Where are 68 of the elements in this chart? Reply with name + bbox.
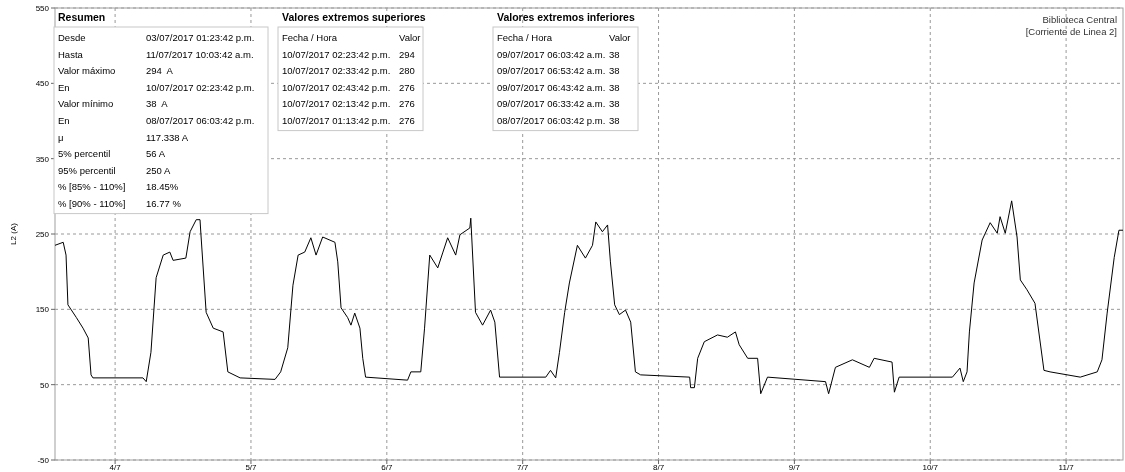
annotation: 294 A [146,65,174,77]
annotation: 276 [399,81,415,93]
y-tick-label: 450 [35,79,50,89]
annotation: Valor [609,32,631,43]
text: Biblioteca Central [1042,14,1117,25]
annotation: 18.45% [146,181,179,193]
annotation: 38 [609,81,620,93]
annotation: Valores extremos inferiores [497,11,635,23]
annotation: Resumen [58,11,106,23]
annotation: 09/07/2017 06:03:42 a.m. [497,48,606,60]
annotation: Hasta [58,48,84,60]
annotation: % [85% - 110%] [58,181,126,193]
line-series [54,200,1124,395]
annotation: 5% percentil [58,148,111,160]
x-tick-label: 5/7 [245,463,258,472]
y-tick-label: 350 [35,154,50,164]
x-tick-label: 8/7 [652,463,665,472]
annotation: 08/07/2017 06:03:42 p.m. [146,115,255,126]
annotation: 03/07/2017 01:23:42 p.m. [146,32,255,43]
text: [Corriente de Linea 2] [1025,26,1117,37]
annotation: 294 [399,48,415,60]
annotation: 38 [609,98,620,110]
annotation: 10/07/2017 02:13:42 p.m. [282,98,391,110]
annotation: 10/07/2017 01:13:42 p.m. [282,115,391,126]
annotation: Fecha / Hora [282,32,338,43]
annotation: Fecha / Hora [497,32,553,43]
y-tick-label: 550 [35,4,50,13]
x-tick-label: 11/7 [1058,463,1075,472]
annotation: 280 [399,65,415,77]
annotation: 276 [399,115,415,126]
x-tick-label: 9/7 [788,463,801,472]
y-tick-label: 250 [35,230,50,239]
y-tick-label: -50 [37,456,50,465]
annotation: 38 [609,115,620,126]
y-tick-label: 150 [35,305,50,315]
annotation: 38 [609,65,620,77]
annotation: 250 A [146,164,171,176]
annotation: 09/07/2017 06:33:42 a.m. [497,98,606,110]
annotation: 10/07/2017 02:23:42 p.m. [146,81,255,93]
annotation: 08/07/2017 06:03:42 p.m. [497,115,606,126]
annotation: 10/07/2017 02:33:42 p.m. [282,65,391,77]
y-tick-label: 50 [40,380,50,390]
annotation: 117.338 A [146,131,189,143]
annotation: En [58,81,70,93]
annotation: 276 [399,98,415,110]
annotation: 09/07/2017 06:43:42 a.m. [497,81,606,93]
x-tick-label: 10/7 [922,463,939,472]
annotation: 38 [609,48,620,60]
x-tick-label: 6/7 [381,463,393,472]
annotation: μ [58,131,64,143]
x-tick-label: 7/7 [517,463,529,472]
annotation: 10/07/2017 02:23:42 p.m. [282,48,391,60]
annotation: En [58,115,70,126]
annotation: Valor máximo [58,65,116,77]
annotation: 56 A [146,148,166,160]
annotation: 10/07/2017 02:43:42 p.m. [282,81,391,93]
annotation: % [90% - 110%] [58,198,126,209]
annotation: 38 A [146,98,169,110]
annotation: Valores extremos superiores [282,11,426,23]
annotation: Valor [399,32,421,43]
annotation: Valor mínimo [58,98,114,110]
y-axis-title: L2 (A) [9,222,18,245]
annotation: 16.77 % [146,198,182,209]
x-tick-label: 4/7 [109,463,122,472]
annotation: 95% percentil [58,164,116,176]
annotation: 11/07/2017 10:03:42 a.m. [146,48,254,60]
annotation: 09/07/2017 06:53:42 a.m. [497,65,606,77]
annotation: Desde [58,32,86,43]
